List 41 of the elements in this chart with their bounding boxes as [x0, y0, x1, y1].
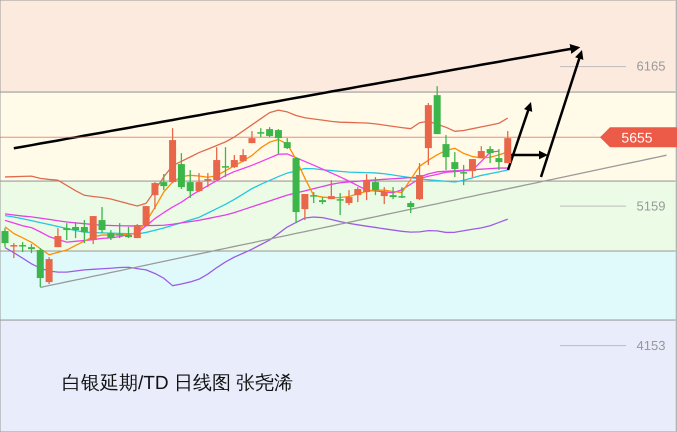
- candlestick: [2, 227, 8, 248]
- candlestick: [46, 256, 53, 285]
- candlestick: [345, 189, 352, 206]
- candlestick: [28, 243, 35, 254]
- candlestick: [442, 134, 450, 171]
- candlestick: [63, 222, 70, 241]
- candlestick: [80, 219, 88, 244]
- candlestick: [486, 146, 494, 164]
- candlestick: [19, 241, 26, 253]
- candlestick: [10, 242, 18, 259]
- candlestick: [310, 191, 318, 204]
- candlestick: [222, 146, 229, 178]
- candlestick: [274, 128, 282, 155]
- line-series: [4, 216, 508, 286]
- candlestick: [284, 137, 291, 150]
- candlestick: [380, 186, 388, 205]
- candlestick: [495, 148, 502, 171]
- candlestick: [372, 176, 379, 196]
- candlestick: [460, 164, 468, 186]
- text: 白银延期/TD 日线图 张尧浠: [62, 373, 294, 394]
- candlestick: [196, 172, 203, 193]
- y-tick-label: 4153: [636, 338, 666, 353]
- candlestick: [336, 192, 344, 216]
- y-tick-label: 5159: [636, 198, 666, 214]
- candlestick: [451, 151, 458, 178]
- candlestick: [98, 206, 106, 234]
- candlestick: [72, 221, 80, 239]
- candlestick: [468, 158, 476, 178]
- candlestick: [407, 200, 414, 214]
- candlestick: [390, 186, 397, 200]
- ref-line-label: 5655: [621, 129, 653, 146]
- y-tick-label: 6165: [636, 58, 666, 74]
- candlestick: [54, 227, 62, 248]
- candlestick: [124, 226, 132, 239]
- candlestick: [398, 186, 406, 199]
- candlestick: [160, 173, 168, 191]
- candlestick: [301, 193, 308, 221]
- candlestick: [90, 215, 97, 245]
- candlestick: [134, 223, 141, 239]
- candlestick: [328, 180, 335, 200]
- candlestick: [248, 130, 256, 144]
